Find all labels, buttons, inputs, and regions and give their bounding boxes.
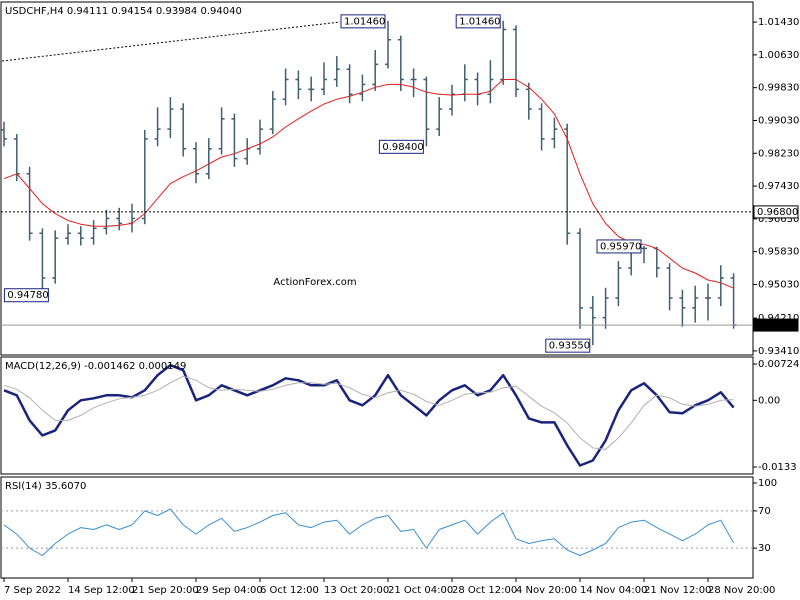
y-tick-label: 0.93410	[758, 346, 799, 357]
panel-title: RSI(14) 35.6070	[5, 481, 86, 492]
x-tick-label: 7 Sep 2022	[4, 585, 61, 596]
y-tick-label: 100	[758, 478, 777, 489]
annotation-box	[340, 14, 386, 29]
annotation-label: 0.95970	[600, 241, 641, 252]
x-tick-label: 4 Nov 20:00	[516, 585, 577, 596]
annotation-box	[378, 139, 424, 154]
price-label: 0.94040	[757, 320, 798, 331]
annotation-label: 0.98400	[382, 142, 423, 153]
y-tick-label: 0.99830	[758, 83, 799, 94]
y-tick-label: 0.98230	[758, 148, 799, 159]
series-line	[3, 79, 734, 289]
annotation-label: 0.93550	[549, 341, 590, 352]
y-tick-label: 0.96630	[758, 214, 799, 225]
annotation-box	[455, 14, 501, 29]
price-label: 0.96800	[757, 207, 798, 218]
y-tick-label: 0.95830	[758, 247, 799, 258]
panel-title: MACD(12,26,9) -0.001462 0.000149	[5, 361, 186, 372]
y-tick-label: 0.99030	[758, 115, 799, 126]
series-line	[3, 375, 734, 450]
panel-title: USDCHF,H4 0.94111 0.94154 0.93984 0.9404…	[5, 6, 242, 17]
y-tick-label: 0.00	[758, 395, 780, 406]
x-tick-label: 6 Oct 12:00	[260, 585, 319, 596]
panel-frame	[0, 356, 754, 475]
annotation-box	[545, 338, 591, 353]
series-line	[3, 363, 735, 467]
panel-frame	[0, 1, 754, 356]
y-tick-label: 70	[758, 506, 771, 517]
annotation-label: 1.01460	[459, 16, 500, 27]
trend-line	[1, 21, 341, 62]
y-tick-label: 1.00630	[758, 50, 799, 61]
annotation-label: 1.01460	[344, 16, 385, 27]
price-label-box	[753, 318, 799, 332]
x-tick-label: 29 Sep 04:00	[196, 585, 263, 596]
price-label-box	[753, 205, 799, 219]
annotation-box	[596, 239, 642, 254]
y-tick-label: 0.95030	[758, 279, 799, 290]
y-tick-label: 30	[758, 543, 771, 554]
y-tick-label: 0.97430	[758, 181, 799, 192]
x-tick-label: 14 Sep 12:00	[68, 585, 135, 596]
x-tick-label: 13 Oct 20:00	[324, 585, 389, 596]
y-tick-label: 1.01430	[758, 17, 799, 28]
y-tick-label: -0.0133	[758, 462, 797, 473]
x-tick-label: 21 Nov 12:00	[644, 585, 711, 596]
series-line	[3, 508, 735, 556]
x-tick-label: 21 Sep 20:00	[132, 585, 199, 596]
watermark: ActionForex.com	[273, 277, 356, 288]
y-tick-label: 0.00724	[758, 359, 799, 370]
x-tick-label: 21 Oct 04:00	[388, 585, 453, 596]
x-tick-label: 14 Nov 04:00	[580, 585, 647, 596]
annotation-label: 0.94780	[7, 290, 48, 301]
annotation-box	[3, 288, 49, 303]
x-tick-label: 28 Oct 12:00	[452, 585, 517, 596]
x-tick-label: 28 Nov 20:00	[708, 585, 775, 596]
panel-frame	[0, 476, 754, 579]
